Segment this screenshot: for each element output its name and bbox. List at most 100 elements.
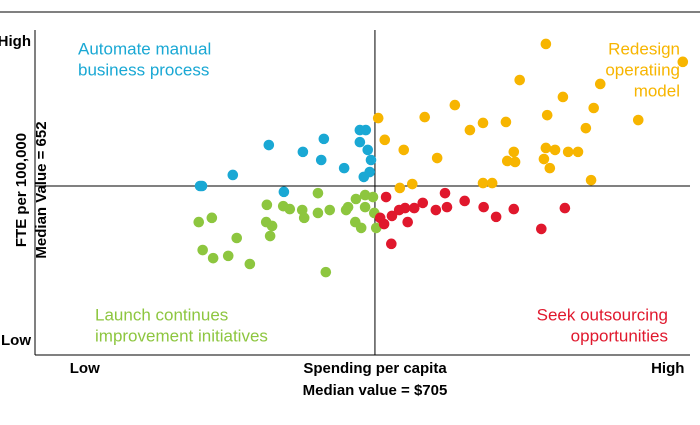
data-point [549, 144, 561, 156]
data-point [572, 146, 584, 158]
data-point [417, 197, 429, 209]
data-point [359, 201, 371, 213]
data-point [367, 191, 379, 203]
data-point [538, 153, 550, 165]
data-point [196, 180, 208, 192]
data-point [284, 203, 296, 215]
data-point [562, 146, 574, 158]
x-tick-label: Low [70, 360, 100, 377]
data-point [206, 212, 218, 224]
data-point [477, 177, 489, 189]
data-point [508, 146, 520, 158]
data-point [338, 162, 350, 174]
quadrant-label: business process [78, 60, 209, 79]
y-tick-label: High [0, 33, 31, 50]
data-point [394, 182, 406, 194]
quadrant-label: improvement initiatives [95, 326, 268, 345]
data-point [588, 102, 600, 114]
data-point [261, 199, 273, 211]
quadrant-label: Seek outsourcing [537, 305, 668, 324]
y-axis-label: FTE per 100,000 [13, 133, 30, 247]
data-point [431, 152, 443, 164]
data-point [585, 174, 597, 186]
data-point [354, 136, 366, 148]
data-point [441, 201, 453, 213]
data-point [478, 201, 489, 213]
data-point [360, 124, 372, 136]
data-point [559, 202, 571, 214]
data-point [439, 187, 451, 199]
data-point [266, 220, 278, 232]
data-point [459, 195, 470, 207]
x-tick-label: High [651, 360, 684, 377]
x-axis-label: Spending per capita [303, 360, 447, 377]
data-point [398, 144, 410, 156]
data-point [349, 216, 361, 228]
y-tick-label: Low [1, 332, 31, 349]
data-point [244, 258, 256, 270]
data-point [197, 244, 208, 256]
data-point [419, 111, 431, 123]
data-point [386, 238, 397, 250]
data-point [365, 154, 377, 166]
data-point [379, 134, 391, 146]
data-point [477, 117, 489, 129]
data-point [324, 204, 336, 216]
data-point [509, 156, 521, 168]
data-point [372, 112, 384, 124]
data-point [380, 191, 392, 203]
data-point [362, 144, 374, 156]
data-point [677, 56, 689, 68]
data-point [193, 216, 205, 228]
y-axis-label: Median Value = 652 [33, 121, 50, 258]
data-point [297, 146, 309, 158]
data-point [263, 139, 275, 151]
data-point [278, 186, 290, 198]
data-point [315, 154, 327, 166]
quadrant-label: operatiing [605, 60, 680, 79]
quadrant-label: Launch continues [95, 305, 228, 324]
data-point [402, 216, 413, 228]
data-point [406, 178, 418, 190]
data-point [227, 169, 239, 181]
data-point [340, 204, 352, 216]
data-point [508, 203, 520, 215]
data-point [464, 124, 476, 136]
data-point [501, 155, 513, 167]
data-point [430, 204, 442, 216]
data-point [312, 187, 324, 199]
data-point [632, 114, 644, 126]
data-point [370, 222, 382, 234]
data-point [514, 74, 525, 86]
data-point [298, 212, 310, 224]
data-point [207, 252, 219, 264]
data-point [231, 232, 243, 244]
data-point [449, 99, 461, 111]
data-point [536, 223, 547, 235]
data-point [358, 171, 370, 183]
data-point [408, 202, 420, 214]
x-axis-label: Median value = $705 [303, 382, 448, 399]
quadrant-label: opportunities [571, 326, 668, 345]
data-point [222, 250, 234, 262]
quadrant-label: Automate manual [78, 39, 211, 58]
data-point [320, 266, 332, 278]
data-point [540, 142, 552, 154]
data-point [500, 116, 512, 128]
data-point [486, 177, 498, 189]
data-point [318, 133, 330, 145]
data-point [378, 218, 390, 230]
data-point [540, 38, 552, 50]
data-point [557, 91, 569, 103]
quadrant-label: Redesign [608, 39, 680, 58]
data-point [350, 193, 362, 205]
data-point [312, 207, 324, 219]
data-point [541, 109, 553, 121]
data-point [264, 230, 276, 242]
data-point [594, 78, 606, 90]
data-point [580, 122, 592, 134]
data-point [399, 202, 411, 214]
data-point [490, 211, 502, 223]
quadrant-label: model [634, 81, 680, 100]
